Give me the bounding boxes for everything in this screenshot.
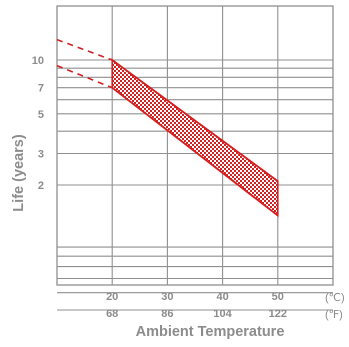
x-tick-label-fahrenheit: 104 <box>213 308 232 320</box>
x-axis-title: Ambient Temperature <box>136 324 285 340</box>
upper-extrapolation-line <box>56 38 113 61</box>
x-tick-label-celsius: 50 <box>272 291 284 303</box>
grid <box>56 5 334 311</box>
y-tick-label: 2 <box>38 180 44 192</box>
x-tick-label-celsius: 40 <box>216 291 228 303</box>
life-band <box>56 38 279 218</box>
x-unit-celsius: (℃) <box>325 292 345 304</box>
lower-extrapolation-line <box>56 64 113 89</box>
x-tick-label-celsius: 20 <box>106 291 118 303</box>
y-axis-title: Life (years) <box>11 134 27 212</box>
life-band-area <box>111 58 279 218</box>
plot-frame <box>56 5 334 286</box>
tick-labels: 10 7 5 3 2 20 68 30 86 40 104 50 122 <box>32 55 287 320</box>
y-tick-label: 10 <box>32 55 44 67</box>
x-tick-label-celsius: 30 <box>161 291 173 303</box>
y-tick-label: 5 <box>38 109 44 121</box>
lower-life-line <box>111 86 279 217</box>
x-tick-label-fahrenheit: 86 <box>161 308 173 320</box>
x-tick-label-fahrenheit: 68 <box>106 308 118 320</box>
y-tick-label: 3 <box>38 149 44 161</box>
x-unit-fahrenheit: (℉) <box>325 309 343 321</box>
upper-life-line <box>111 59 279 182</box>
y-tick-label: 7 <box>38 83 44 95</box>
x-tick-label-fahrenheit: 122 <box>269 308 287 320</box>
